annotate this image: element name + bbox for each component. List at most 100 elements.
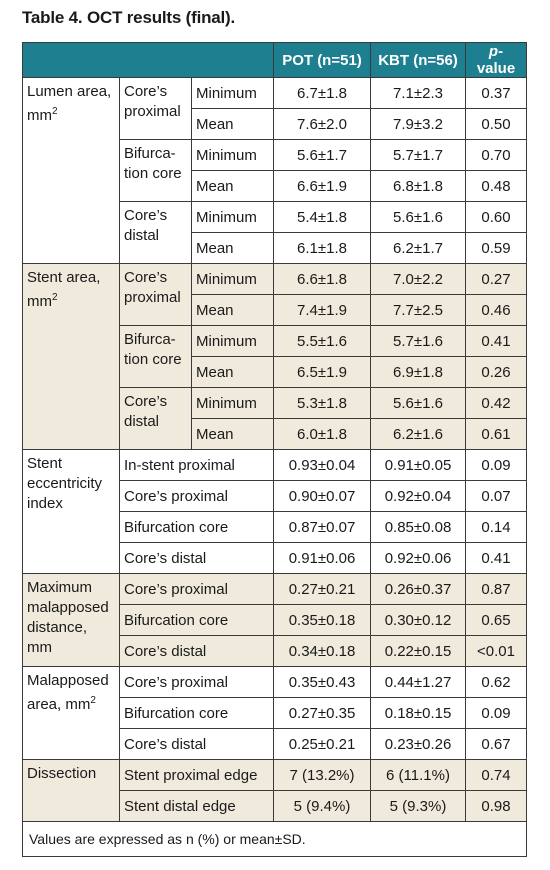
- pot-value: 5.5±1.6: [273, 325, 371, 357]
- row-group-text: Stent eccentricity index: [27, 455, 103, 512]
- kbt-value: 0.85±0.08: [370, 511, 466, 543]
- kbt-value: 0.92±0.06: [370, 542, 466, 574]
- p-value: 0.60: [465, 201, 527, 233]
- segment-label: Core’s distal: [119, 201, 192, 264]
- kbt-value: 0.91±0.05: [370, 449, 466, 481]
- p-value: 0.70: [465, 139, 527, 171]
- metric-label: Minimum: [191, 263, 274, 295]
- table-row: Mean 6.1±1.8 6.2±1.7 0.59: [23, 232, 527, 264]
- table-row: Maximum malapposed distance, mm Core’s pr…: [22, 573, 527, 667]
- row-group-label: Maximum malapposed distance, mm: [22, 573, 120, 667]
- kbt-value: 0.23±0.26: [370, 728, 466, 760]
- p-value: <0.01: [465, 635, 527, 667]
- pot-value: 7 (13.2%): [273, 759, 371, 791]
- kbt-value: 5.7±1.6: [370, 325, 466, 357]
- kbt-value: 5.7±1.7: [370, 139, 466, 171]
- metric-label: Minimum: [191, 387, 274, 419]
- segment-label: Stent distal edge: [119, 790, 274, 822]
- segment-label: Core’s proximal: [119, 480, 274, 512]
- metric-label: Mean: [191, 170, 274, 202]
- table-row: Core’s distal Minimum 5.3±1.8 5.6±1.6 0.42: [23, 387, 527, 450]
- pot-value: 6.7±1.8: [273, 77, 371, 109]
- p-value: 0.09: [465, 697, 527, 729]
- table-row: Mean 7.4±1.9 7.7±2.5 0.46: [23, 294, 527, 326]
- pot-value: 0.91±0.06: [273, 542, 371, 574]
- kbt-value: 0.44±1.27: [370, 666, 466, 698]
- p-value: 0.46: [465, 294, 527, 326]
- header-p-rest: -value: [476, 43, 516, 77]
- row-group-text: Lumen area, mm: [27, 83, 112, 124]
- pot-value: 0.27±0.35: [273, 697, 371, 729]
- p-value: 0.74: [465, 759, 527, 791]
- pot-value: 6.1±1.8: [273, 232, 371, 264]
- table-row: Mean 6.6±1.9 6.8±1.8 0.48: [23, 170, 527, 202]
- pot-value: 0.25±0.21: [273, 728, 371, 760]
- metric-label: Mean: [191, 294, 274, 326]
- metric-label: Minimum: [191, 77, 274, 109]
- kbt-value: 6.2±1.7: [370, 232, 466, 264]
- p-value: 0.42: [465, 387, 527, 419]
- table-body: Lumen area, mm2 Core’s proximal Minimum 6.7…: [22, 77, 527, 822]
- pot-value: 6.6±1.8: [273, 263, 371, 295]
- p-value: 0.50: [465, 108, 527, 140]
- table-row: Mean 6.5±1.9 6.9±1.8 0.26: [23, 356, 527, 388]
- header-pot: POT (n=51): [273, 42, 371, 78]
- pot-value: 5.3±1.8: [273, 387, 371, 419]
- segment-label: Core’s proximal: [119, 77, 192, 140]
- segment-label: Core’s distal: [119, 728, 274, 760]
- header-row: POT (n=51) KBT (n=56) p-value: [22, 42, 527, 78]
- kbt-value: 5.6±1.6: [370, 387, 466, 419]
- kbt-value: 0.92±0.04: [370, 480, 466, 512]
- table-row: Mean 6.0±1.8 6.2±1.6 0.61: [23, 418, 527, 450]
- p-value: 0.41: [465, 542, 527, 574]
- row-group-label: Stent area, mm2: [22, 263, 120, 450]
- pot-value: 0.34±0.18: [273, 635, 371, 667]
- row-group-text: Malapposed area, mm: [27, 672, 109, 713]
- segment-label: Core’s proximal: [119, 263, 192, 326]
- unit-superscript: 2: [90, 695, 96, 706]
- pot-value: 5.6±1.7: [273, 139, 371, 171]
- segment-label: Core’s distal: [119, 635, 274, 667]
- kbt-value: 0.18±0.15: [370, 697, 466, 729]
- table-row: Bifurcation core 0.35±0.18 0.30±0.12 0.65: [23, 604, 527, 636]
- kbt-value: 5 (9.3%): [370, 790, 466, 822]
- p-value: 0.98: [465, 790, 527, 822]
- p-value: 0.62: [465, 666, 527, 698]
- p-value: 0.14: [465, 511, 527, 543]
- segment-label: Bifurcation core: [119, 604, 274, 636]
- segment-label: Core’s proximal: [119, 573, 274, 605]
- header-p-italic: p: [488, 43, 499, 60]
- segment-label: Stent proximal edge: [119, 759, 274, 791]
- footnote: Values are expressed as n (%) or mean±SD…: [22, 821, 527, 857]
- pot-value: 0.35±0.43: [273, 666, 371, 698]
- table-row: Bifurcation core 0.27±0.35 0.18±0.15 0.09: [23, 697, 527, 729]
- p-value: 0.26: [465, 356, 527, 388]
- p-value: 0.09: [465, 449, 527, 481]
- kbt-value: 0.30±0.12: [370, 604, 466, 636]
- kbt-value: 5.6±1.6: [370, 201, 466, 233]
- p-value: 0.37: [465, 77, 527, 109]
- row-group-text: Maximum malapposed distance, mm: [27, 579, 109, 656]
- p-value: 0.41: [465, 325, 527, 357]
- segment-label: Bifurcation core: [119, 511, 274, 543]
- unit-superscript: 2: [52, 292, 58, 303]
- segment-label: Core’s distal: [119, 542, 274, 574]
- oct-results-table: POT (n=51) KBT (n=56) p-value Lumen area…: [22, 42, 527, 857]
- pot-value: 6.0±1.8: [273, 418, 371, 450]
- kbt-value: 7.7±2.5: [370, 294, 466, 326]
- p-value: 0.59: [465, 232, 527, 264]
- table-row: Bifurca-tion core Minimum 5.5±1.6 5.7±1.6 0.…: [23, 325, 527, 388]
- p-value: 0.87: [465, 573, 527, 605]
- kbt-value: 7.9±3.2: [370, 108, 466, 140]
- table-row: Mean 7.6±2.0 7.9±3.2 0.50: [23, 108, 527, 140]
- metric-label: Mean: [191, 232, 274, 264]
- metric-label: Mean: [191, 356, 274, 388]
- unit-superscript: 2: [52, 106, 58, 117]
- table-caption: Table 4. OCT results (final).: [22, 8, 236, 27]
- kbt-value: 7.0±2.2: [370, 263, 466, 295]
- pot-value: 7.6±2.0: [273, 108, 371, 140]
- row-group-label: Lumen area, mm2: [22, 77, 120, 264]
- metric-label: Mean: [191, 108, 274, 140]
- kbt-value: 6.9±1.8: [370, 356, 466, 388]
- p-value: 0.65: [465, 604, 527, 636]
